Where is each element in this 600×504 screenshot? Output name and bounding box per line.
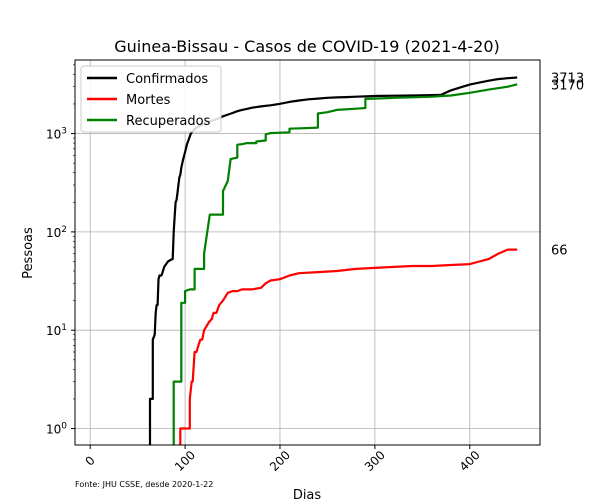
chart-title: Guinea-Bissau - Casos de COVID-19 (2021-… (114, 37, 500, 56)
series-line-mortes (179, 248, 518, 445)
y-tick-label: 100 (46, 422, 67, 437)
source-note: Fonte: JHU CSSE, desde 2020-1-22 (75, 480, 213, 489)
legend-box (80, 65, 222, 133)
legend-label-recuperados: Recuperados (126, 114, 211, 129)
legend-label-confirmados: Confirmados (126, 72, 208, 87)
y-tick-label: 103 (46, 127, 67, 142)
y-tick-label: 102 (46, 225, 67, 240)
series-line-recuperados (172, 83, 518, 445)
y-tick-label: 101 (46, 323, 67, 338)
legend-label-mortes: Mortes (126, 93, 171, 108)
y-axis-label: Pessoas (21, 227, 36, 279)
end-label-confirmados: 3713 (551, 72, 584, 87)
grid-layer (75, 60, 540, 445)
end-label-layer: 3713 66 3170 (551, 72, 584, 259)
legend: Confirmados Mortes Recuperados (80, 65, 222, 133)
end-label-recuperados: 3170 (551, 78, 584, 93)
end-label-mortes: 66 (551, 244, 568, 259)
plot-frame (74, 59, 541, 446)
x-axis-label: Dias (293, 488, 322, 500)
